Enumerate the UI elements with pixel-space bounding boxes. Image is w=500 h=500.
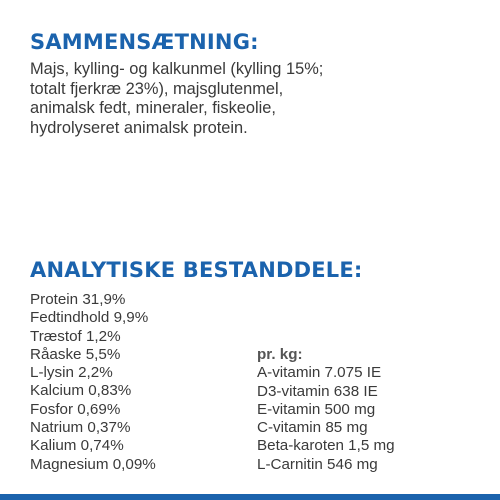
composition-heading: SAMMENSÆTNING: [30, 30, 259, 54]
list-item: D3-vitamin 638 IE [257, 382, 378, 400]
list-item: Kalcium 0,83% [30, 382, 132, 400]
list-item: C-vitamin 85 mg [257, 419, 368, 437]
list-item: Beta-karoten 1,5 mg [257, 437, 395, 455]
list-item: Træstof 1,2% [30, 327, 121, 345]
list-item: Råaske 5,5% [30, 345, 121, 363]
list-item: E-vitamin 500 mg [257, 400, 376, 418]
analytical-heading: ANALYTISKE BESTANDDELE: [30, 258, 363, 282]
list-item: L-Carnitin 546 mg [257, 455, 378, 473]
list-item: Protein 31,9% [30, 291, 126, 308]
list-item: Magnesium 0,09% [30, 455, 156, 473]
list-item: Fedtindhold 9,9% [30, 309, 149, 327]
list-item: Natrium 0,37% [30, 419, 131, 437]
vitamin-list: pr. kg: A-vitamin 7.075 IE D3-vitamin 63… [257, 346, 395, 474]
analytical-list: Protein 31,9% Fedtindhold 9,9% Træstof 1… [30, 291, 156, 474]
list-item: A-vitamin 7.075 IE [257, 364, 382, 382]
list-item: L-lysin 2,2% [30, 364, 113, 382]
bottom-accent-bar [0, 494, 500, 500]
composition-line: animalsk fedt, mineraler, fiskeolie, [30, 99, 276, 118]
composition-line: hydrolyseret animalsk protein. [30, 118, 248, 137]
composition-text: Majs, kylling- og kalkunmel (kylling 15%… [30, 60, 470, 138]
list-item: Fosfor 0,69% [30, 400, 121, 418]
list-item: Kalium 0,74% [30, 437, 124, 455]
composition-line: totalt fjerkræ 23%), majsglutenmel, [30, 79, 284, 98]
composition-line: Majs, kylling- og kalkunmel (kylling 15%… [30, 60, 324, 78]
per-kg-label: pr. kg: [257, 346, 303, 363]
